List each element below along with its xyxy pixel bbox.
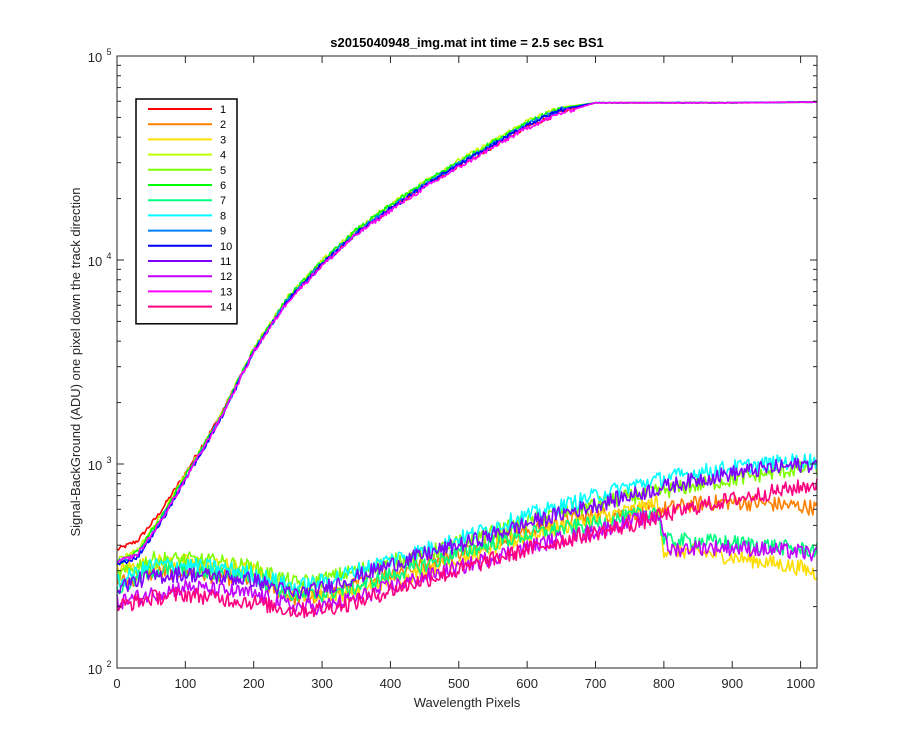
- legend-label-3: 3: [220, 134, 226, 146]
- x-tick-label: 300: [311, 676, 333, 691]
- legend-label-9: 9: [220, 226, 226, 238]
- legend-label-14: 14: [220, 302, 232, 314]
- legend-label-5: 5: [220, 165, 226, 177]
- x-tick-label: 800: [653, 676, 675, 691]
- x-tick-label: 500: [448, 676, 470, 691]
- y-tick-exponent: 4: [106, 251, 111, 261]
- chart-title: s2015040948_img.mat int time = 2.5 sec B…: [330, 35, 604, 50]
- x-tick-label: 0: [113, 676, 120, 691]
- legend-label-13: 13: [220, 286, 232, 298]
- axes-box: [116, 55, 818, 669]
- series-line-11: [116, 457, 818, 600]
- legend-box: [135, 98, 238, 325]
- y-axis-label: Signal-BackGround (ADU) one pixel down t…: [68, 187, 83, 536]
- series-layer: [116, 101, 818, 619]
- x-tick-label: 1000: [786, 676, 815, 691]
- y-tick-label: 10: [88, 458, 102, 473]
- y-tick-exponent: 3: [106, 455, 111, 465]
- x-tick-label: 100: [175, 676, 197, 691]
- x-tick-label: 400: [380, 676, 402, 691]
- legend-label-1: 1: [220, 104, 226, 116]
- legend-label-8: 8: [220, 210, 226, 222]
- legend-label-6: 6: [220, 180, 226, 192]
- legend-label-4: 4: [220, 150, 226, 162]
- legend-label-2: 2: [220, 119, 226, 131]
- legend-label-12: 12: [220, 271, 232, 283]
- x-tick-label: 700: [585, 676, 607, 691]
- legend-label-10: 10: [220, 241, 232, 253]
- series-line-14: [116, 478, 818, 619]
- y-tick-exponent: 5: [106, 47, 111, 57]
- x-tick-label: 900: [721, 676, 743, 691]
- axes-layer: 0 100 200 300 400 500 600 700 800 900 1000 10 2 10 3 10…: [88, 47, 818, 691]
- x-tick-label: 600: [516, 676, 538, 691]
- legend-label-7: 7: [220, 195, 226, 207]
- series-line-13: [116, 101, 818, 564]
- y-tick-exponent: 2: [106, 659, 111, 669]
- y-tick-label: 10: [88, 662, 102, 677]
- legend-label-11: 11: [220, 256, 231, 268]
- x-axis-label: Wavelength Pixels: [414, 695, 521, 710]
- y-tick-label: 10: [88, 254, 102, 269]
- x-tick-label: 200: [243, 676, 265, 691]
- y-tick-label: 10: [88, 50, 102, 65]
